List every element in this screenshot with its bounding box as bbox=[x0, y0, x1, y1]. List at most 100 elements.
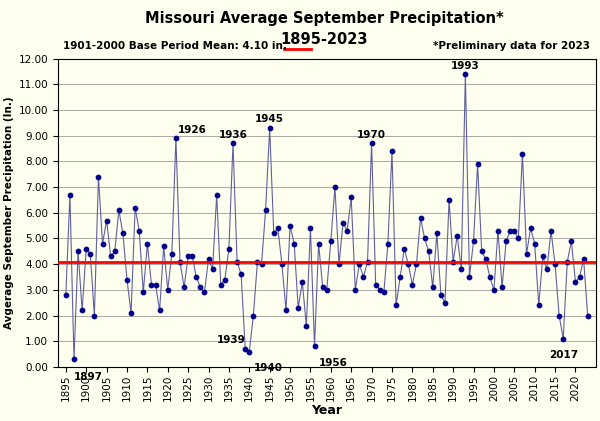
Point bbox=[228, 140, 238, 147]
Point bbox=[575, 274, 584, 280]
Text: 1936: 1936 bbox=[218, 130, 247, 140]
Point bbox=[171, 135, 181, 142]
Text: 1970: 1970 bbox=[357, 130, 386, 140]
Point bbox=[261, 207, 271, 213]
X-axis label: Year: Year bbox=[311, 404, 342, 417]
Point bbox=[118, 230, 128, 237]
Point bbox=[216, 281, 226, 288]
Point bbox=[379, 289, 389, 296]
Point bbox=[550, 261, 560, 267]
Point bbox=[469, 238, 478, 245]
Point bbox=[85, 250, 95, 257]
Point bbox=[277, 261, 287, 267]
Point bbox=[526, 225, 535, 232]
Point bbox=[98, 240, 107, 247]
Point bbox=[579, 256, 589, 262]
Point bbox=[73, 248, 83, 255]
Point bbox=[110, 248, 119, 255]
Point bbox=[302, 322, 311, 329]
Point bbox=[391, 302, 401, 309]
Text: Missouri Average September Precipitation*: Missouri Average September Precipitation… bbox=[145, 11, 503, 26]
Point bbox=[359, 274, 368, 280]
Point bbox=[420, 235, 430, 242]
Point bbox=[94, 173, 103, 180]
Point bbox=[502, 238, 511, 245]
Point bbox=[571, 279, 580, 285]
Point bbox=[514, 235, 523, 242]
Point bbox=[208, 266, 217, 273]
Point bbox=[559, 335, 568, 342]
Point bbox=[191, 274, 201, 280]
Point bbox=[477, 248, 487, 255]
Point bbox=[289, 240, 299, 247]
Point bbox=[583, 312, 592, 319]
Point bbox=[257, 261, 266, 267]
Point bbox=[143, 240, 152, 247]
Point bbox=[509, 227, 519, 234]
Point bbox=[89, 312, 99, 319]
Text: 1901-2000 Base Period Mean: 4.10 in.: 1901-2000 Base Period Mean: 4.10 in. bbox=[63, 41, 287, 51]
Point bbox=[179, 284, 189, 290]
Point bbox=[338, 220, 348, 226]
Point bbox=[159, 243, 169, 250]
Point bbox=[505, 227, 515, 234]
Point bbox=[400, 245, 409, 252]
Point bbox=[146, 281, 156, 288]
Point bbox=[355, 261, 364, 267]
Text: 1895-2023: 1895-2023 bbox=[280, 32, 368, 47]
Point bbox=[155, 307, 164, 314]
Point bbox=[485, 274, 494, 280]
Point bbox=[518, 150, 527, 157]
Point bbox=[334, 261, 344, 267]
Point bbox=[126, 309, 136, 316]
Point bbox=[253, 258, 262, 265]
Point bbox=[102, 217, 112, 224]
Point bbox=[236, 271, 246, 278]
Point bbox=[383, 240, 393, 247]
Point bbox=[232, 258, 242, 265]
Point bbox=[546, 227, 556, 234]
Point bbox=[167, 250, 176, 257]
Point bbox=[330, 184, 340, 190]
Point bbox=[444, 197, 454, 203]
Point bbox=[322, 287, 332, 293]
Point bbox=[244, 348, 254, 355]
Point bbox=[212, 192, 221, 198]
Point bbox=[310, 343, 319, 350]
Point bbox=[269, 230, 278, 237]
Point bbox=[305, 225, 315, 232]
Point bbox=[412, 261, 421, 267]
Point bbox=[493, 227, 503, 234]
Point bbox=[248, 312, 258, 319]
Point bbox=[293, 304, 303, 311]
Point bbox=[538, 253, 548, 260]
Point bbox=[314, 240, 323, 247]
Point bbox=[522, 250, 532, 257]
Point bbox=[224, 245, 234, 252]
Point bbox=[440, 299, 450, 306]
Point bbox=[184, 253, 193, 260]
Point bbox=[350, 287, 360, 293]
Point bbox=[187, 253, 197, 260]
Point bbox=[407, 281, 417, 288]
Point bbox=[114, 207, 124, 213]
Point bbox=[489, 287, 499, 293]
Point bbox=[82, 245, 91, 252]
Point bbox=[542, 266, 552, 273]
Point bbox=[530, 240, 539, 247]
Point bbox=[464, 274, 474, 280]
Point bbox=[175, 258, 185, 265]
Point bbox=[448, 258, 458, 265]
Text: 1940: 1940 bbox=[253, 363, 283, 373]
Text: 1939: 1939 bbox=[217, 336, 245, 345]
Point bbox=[130, 204, 140, 211]
Point bbox=[134, 227, 144, 234]
Point bbox=[363, 258, 373, 265]
Text: 1945: 1945 bbox=[255, 115, 284, 125]
Point bbox=[65, 192, 75, 198]
Point bbox=[139, 289, 148, 296]
Point bbox=[122, 276, 132, 283]
Point bbox=[241, 346, 250, 352]
Point bbox=[151, 281, 160, 288]
Point bbox=[196, 284, 205, 290]
